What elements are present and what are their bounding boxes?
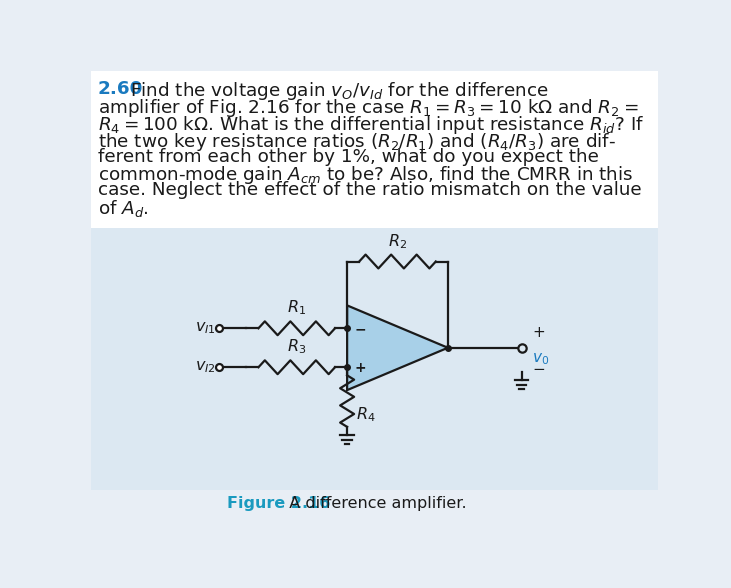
Text: $v_{I2}$: $v_{I2}$ bbox=[194, 359, 216, 375]
Text: $R_2$: $R_2$ bbox=[388, 232, 407, 250]
Text: the two key resistance ratios ($R_2/R_1$) and ($R_4/R_3$) are dif-: the two key resistance ratios ($R_2/R_1$… bbox=[97, 131, 616, 153]
Text: +: + bbox=[532, 325, 545, 340]
Text: $R_4$: $R_4$ bbox=[357, 405, 376, 424]
Text: −: − bbox=[532, 362, 545, 377]
Text: common-mode gain $A_{cm}$ to be? Also, find the CMRR in this: common-mode gain $A_{cm}$ to be? Also, f… bbox=[97, 165, 633, 186]
Text: Figure 2.16: Figure 2.16 bbox=[227, 496, 330, 512]
Text: case. Neglect the effect of the ratio mismatch on the value: case. Neglect the effect of the ratio mi… bbox=[97, 182, 641, 199]
Text: 2.60: 2.60 bbox=[97, 80, 143, 98]
Text: $R_1$: $R_1$ bbox=[287, 299, 306, 318]
Text: $v_{I1}$: $v_{I1}$ bbox=[194, 320, 216, 336]
Text: Find the voltage gain $v_O/v_{Id}$ for the difference: Find the voltage gain $v_O/v_{Id}$ for t… bbox=[130, 80, 549, 102]
Bar bbox=[91, 71, 658, 228]
Text: −: − bbox=[355, 322, 366, 336]
Text: ferent from each other by 1%, what do you expect the: ferent from each other by 1%, what do yo… bbox=[97, 148, 599, 166]
Text: +: + bbox=[355, 361, 366, 375]
Text: $v_0$: $v_0$ bbox=[532, 352, 550, 368]
Bar bbox=[91, 228, 658, 490]
Polygon shape bbox=[347, 305, 448, 390]
Text: $R_4 = 100$ k$\Omega$. What is the differential input resistance $R_{id}$? If: $R_4 = 100$ k$\Omega$. What is the diffe… bbox=[97, 113, 644, 136]
Text: $R_3$: $R_3$ bbox=[287, 338, 306, 356]
Text: of $A_d$.: of $A_d$. bbox=[97, 198, 148, 219]
Text: amplifier of Fig. 2.16 for the case $R_1 = R_3 = 10$ k$\Omega$ and $R_2 =$: amplifier of Fig. 2.16 for the case $R_1… bbox=[97, 97, 638, 119]
Text: A difference amplifier.: A difference amplifier. bbox=[279, 496, 466, 512]
